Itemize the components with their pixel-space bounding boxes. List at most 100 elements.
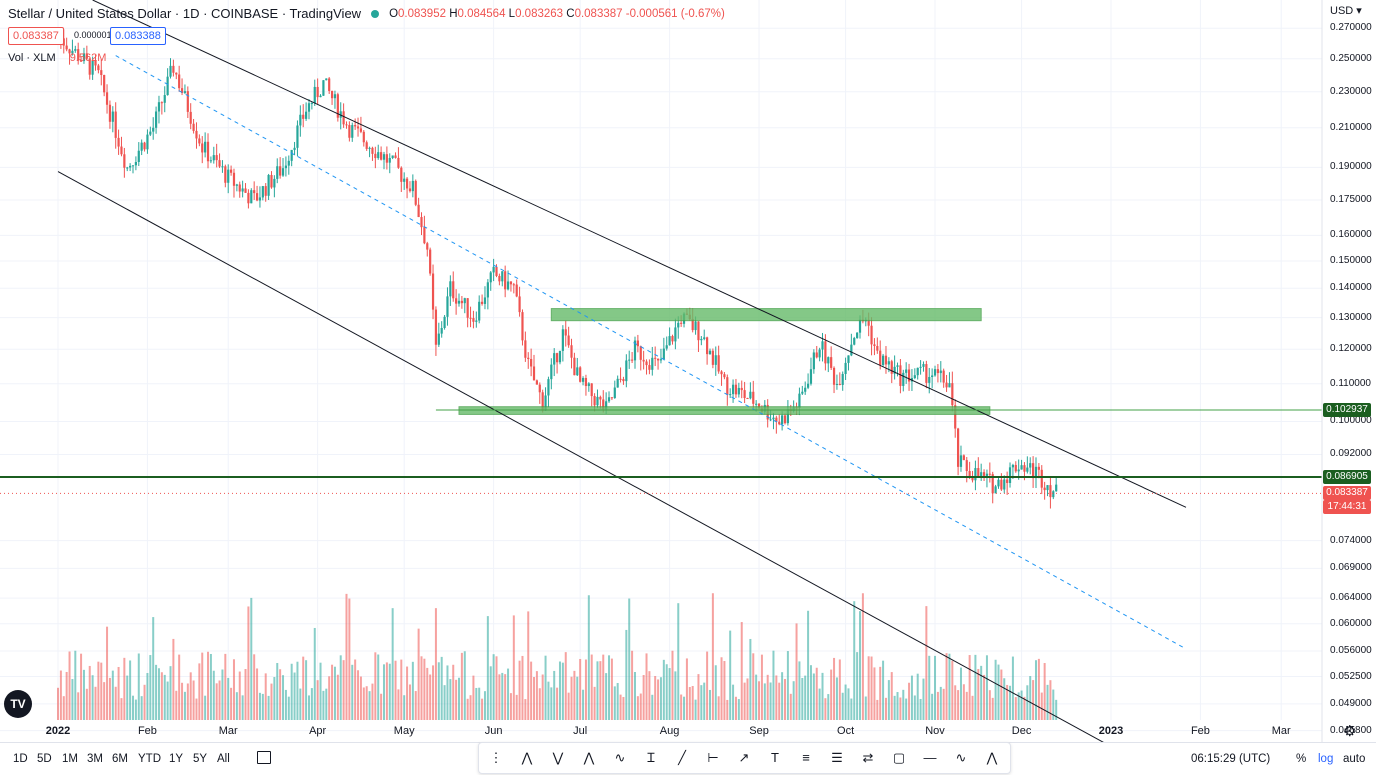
- chart-canvas[interactable]: [0, 0, 1376, 742]
- volume-bar: [235, 692, 238, 720]
- grip-icon[interactable]: ⋮: [489, 750, 503, 765]
- volume-bar: [613, 686, 616, 720]
- fib-retracement-icon[interactable]: ☰: [831, 750, 843, 765]
- volume-bar: [527, 611, 530, 720]
- candle-body: [483, 297, 487, 304]
- candle-body: [876, 346, 879, 351]
- candle-body: [183, 91, 187, 93]
- time-tick-label: Feb: [1190, 725, 1210, 737]
- candle-body: [195, 130, 198, 139]
- volume-bar: [160, 672, 163, 720]
- range-button-all[interactable]: All: [217, 753, 230, 765]
- buy-price-box[interactable]: 0.083388: [110, 27, 166, 45]
- volume-bar: [1009, 685, 1012, 720]
- log-toggle[interactable]: log: [1318, 753, 1334, 765]
- range-button-ytd[interactable]: YTD: [138, 753, 161, 765]
- volume-bar: [636, 696, 639, 720]
- volume-bar: [192, 680, 195, 720]
- volume-bar: [856, 652, 859, 720]
- head-shoulders-icon[interactable]: ⋀: [986, 750, 998, 765]
- volume-bar: [284, 689, 287, 720]
- candle-body: [729, 394, 732, 396]
- price-tick-label: 0.064000: [1330, 592, 1372, 604]
- candle-body: [619, 378, 622, 380]
- elliott-wave-icon[interactable]: ∿: [614, 750, 626, 765]
- long-position-icon[interactable]: ⇄: [862, 750, 874, 765]
- candle-body: [391, 155, 394, 158]
- volume-bar: [925, 606, 928, 720]
- volume-legend: Vol · XLM 9.562M: [8, 52, 106, 64]
- arrow-icon[interactable]: ↗: [738, 750, 750, 765]
- volume-bar: [680, 694, 683, 720]
- volume-bar: [541, 674, 544, 720]
- candle-body: [755, 403, 758, 405]
- channel-trendline: [57, 171, 1104, 742]
- range-button-6m[interactable]: 6M: [112, 753, 128, 765]
- candle-body: [1006, 479, 1009, 483]
- volume-bar: [481, 698, 484, 720]
- range-button-1y[interactable]: 1Y: [169, 753, 184, 765]
- date-range-icon[interactable]: ⊢: [707, 750, 719, 765]
- volume-bar: [691, 685, 694, 720]
- percent-toggle[interactable]: %: [1296, 753, 1307, 765]
- candle-body: [827, 357, 830, 364]
- horizontal-line-icon[interactable]: —: [923, 750, 937, 765]
- symbol-title[interactable]: Stellar / United States Dollar · 1D · CO…: [8, 6, 362, 21]
- candle-body: [1040, 469, 1043, 488]
- currency-selector[interactable]: USD ▾: [1330, 5, 1362, 17]
- range-button-5d[interactable]: 5D: [37, 753, 52, 765]
- volume-bar: [977, 668, 980, 720]
- rectangle-icon[interactable]: ▢: [892, 750, 906, 765]
- sell-price-box[interactable]: 0.083387: [8, 27, 64, 45]
- volume-bar: [1034, 660, 1037, 720]
- volume-bar: [890, 672, 893, 720]
- trend-line-icon[interactable]: ╱: [678, 750, 686, 765]
- candle-body: [997, 479, 1000, 487]
- clock-time[interactable]: 06:15:29 (UTC): [1191, 753, 1271, 765]
- candle-body: [596, 396, 599, 406]
- tradingview-logo[interactable]: TV: [4, 690, 32, 718]
- abcd-pattern-icon[interactable]: ⋀: [583, 750, 595, 765]
- range-button-1m[interactable]: 1M: [62, 753, 78, 765]
- volume-bar: [501, 672, 504, 720]
- cypher-pattern-icon[interactable]: ⋁: [552, 750, 564, 765]
- price-tick-label: 0.100000: [1330, 415, 1372, 427]
- range-button-1d[interactable]: 1D: [13, 753, 28, 765]
- candle-body: [446, 296, 449, 317]
- time-tick-label: 2023: [1098, 725, 1124, 737]
- volume-bar: [296, 661, 299, 720]
- candle-body: [172, 65, 175, 73]
- candle-body: [339, 111, 342, 118]
- channel-trendline: [92, 0, 1187, 508]
- auto-toggle[interactable]: auto: [1343, 753, 1366, 765]
- candle-body: [88, 58, 91, 75]
- volume-bars: [57, 593, 1058, 720]
- range-button-3m[interactable]: 3M: [87, 753, 103, 765]
- volume-bar: [608, 655, 611, 720]
- volume-bar: [207, 651, 210, 720]
- time-tick-label: Oct: [837, 725, 855, 737]
- candle-body: [229, 169, 233, 173]
- calendar-goto-icon[interactable]: [257, 751, 271, 764]
- volume-bar: [980, 665, 983, 720]
- text-icon[interactable]: T: [771, 750, 779, 765]
- volume-bar: [570, 676, 573, 720]
- volume-bar: [1029, 676, 1032, 720]
- pitchfork-icon[interactable]: ≡: [802, 750, 810, 765]
- range-button-5y[interactable]: 5Y: [193, 753, 208, 765]
- elliott-correction-icon[interactable]: ∿: [955, 750, 967, 765]
- settings-gear-icon[interactable]: ⚙: [1343, 723, 1357, 740]
- volume-bar: [610, 658, 613, 720]
- price-range-icon[interactable]: Ɪ: [647, 750, 655, 765]
- price-tick-label: 0.060000: [1330, 617, 1372, 629]
- volume-bar: [599, 661, 602, 720]
- candle-body: [351, 125, 354, 138]
- xabcd-pattern-icon[interactable]: ⋀: [521, 750, 533, 765]
- candle-body: [881, 355, 885, 366]
- candle-body: [515, 284, 518, 297]
- volume-bar: [677, 603, 680, 720]
- volume-bar: [443, 685, 446, 720]
- volume-bar: [426, 667, 429, 720]
- candle-body: [939, 370, 942, 374]
- volume-bar: [746, 678, 749, 720]
